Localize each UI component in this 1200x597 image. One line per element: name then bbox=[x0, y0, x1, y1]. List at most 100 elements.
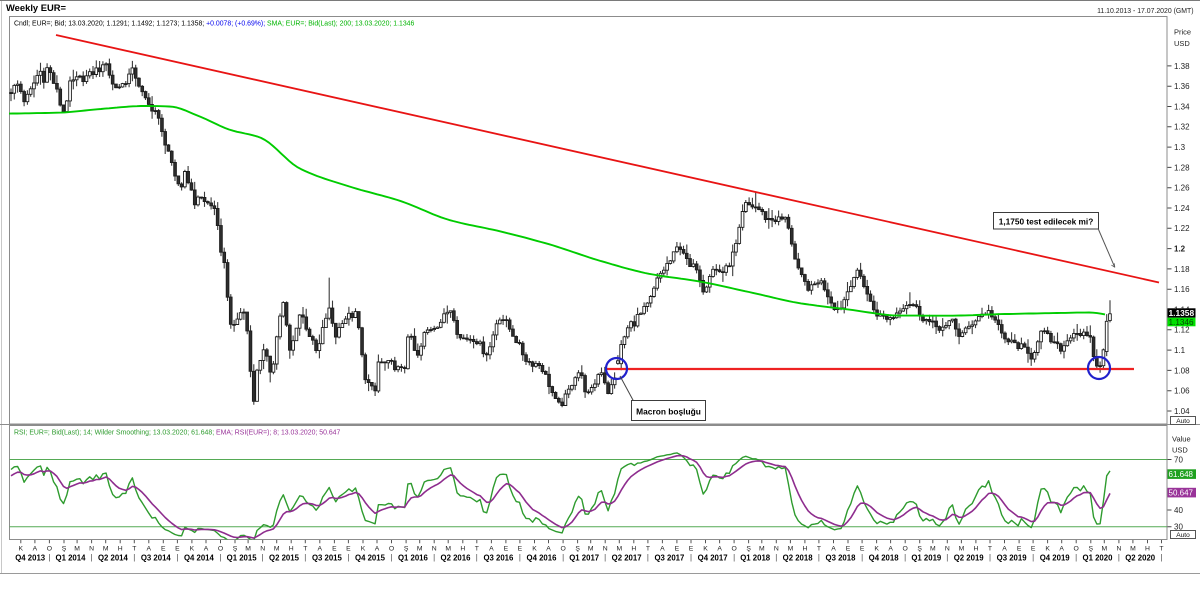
svg-text:K: K bbox=[361, 546, 366, 553]
svg-text:Q2 2015: Q2 2015 bbox=[269, 554, 300, 563]
svg-text:Q1 2014: Q1 2014 bbox=[56, 554, 87, 563]
svg-text:A: A bbox=[318, 546, 323, 553]
svg-text:Q2 2014: Q2 2014 bbox=[98, 554, 129, 563]
svg-text:M: M bbox=[445, 546, 451, 553]
svg-text:A: A bbox=[888, 546, 893, 553]
svg-text:1.06: 1.06 bbox=[1174, 387, 1190, 396]
svg-text:M: M bbox=[417, 546, 423, 553]
svg-text:|: | bbox=[390, 553, 392, 562]
svg-text:M: M bbox=[788, 546, 794, 553]
svg-text:1.22: 1.22 bbox=[1174, 224, 1190, 233]
svg-text:Q1 2015: Q1 2015 bbox=[227, 554, 258, 563]
svg-text:H: H bbox=[973, 546, 978, 553]
svg-text:USD: USD bbox=[1172, 446, 1188, 455]
svg-text:Q1 2020: Q1 2020 bbox=[1083, 554, 1114, 563]
svg-text:E: E bbox=[346, 546, 351, 553]
svg-text:H: H bbox=[1145, 546, 1150, 553]
svg-text:50.647: 50.647 bbox=[1169, 489, 1194, 498]
svg-text:1.3: 1.3 bbox=[1174, 143, 1186, 152]
svg-text:Ş: Ş bbox=[233, 546, 238, 553]
svg-text:T: T bbox=[303, 546, 307, 553]
svg-text:30: 30 bbox=[1174, 523, 1183, 532]
svg-text:1,1750 test edilecek mi?: 1,1750 test edilecek mi? bbox=[999, 216, 1094, 226]
svg-text:1.32: 1.32 bbox=[1174, 123, 1190, 132]
svg-text:K: K bbox=[874, 546, 879, 553]
svg-text:E: E bbox=[175, 546, 180, 553]
svg-text:A: A bbox=[147, 546, 152, 553]
svg-text:1.18: 1.18 bbox=[1174, 265, 1190, 274]
svg-text:|: | bbox=[304, 553, 306, 562]
svg-text:K: K bbox=[190, 546, 195, 553]
svg-text:|: | bbox=[562, 553, 564, 562]
svg-text:T: T bbox=[988, 546, 992, 553]
svg-text:E: E bbox=[504, 546, 509, 553]
svg-text:K: K bbox=[703, 546, 708, 553]
svg-text:Auto: Auto bbox=[1176, 418, 1190, 425]
svg-text:K: K bbox=[19, 546, 24, 553]
svg-text:|: | bbox=[946, 553, 948, 562]
svg-text:O: O bbox=[1074, 546, 1079, 553]
svg-text:A: A bbox=[33, 546, 38, 553]
svg-text:M: M bbox=[103, 546, 109, 553]
svg-text:|: | bbox=[775, 553, 777, 562]
svg-text:Q1 2019: Q1 2019 bbox=[911, 554, 942, 563]
svg-text:N: N bbox=[774, 546, 779, 553]
svg-text:H: H bbox=[802, 546, 807, 553]
svg-text:Ş: Ş bbox=[575, 546, 580, 553]
svg-text:|: | bbox=[219, 553, 221, 562]
svg-text:T: T bbox=[475, 546, 479, 553]
svg-text:A: A bbox=[1059, 546, 1064, 553]
svg-text:A: A bbox=[204, 546, 209, 553]
svg-text:70: 70 bbox=[1174, 455, 1183, 464]
svg-text:O: O bbox=[218, 546, 223, 553]
svg-text:M: M bbox=[274, 546, 280, 553]
svg-text:N: N bbox=[945, 546, 950, 553]
svg-text:Q1 2016: Q1 2016 bbox=[398, 554, 429, 563]
svg-text:1.36: 1.36 bbox=[1174, 82, 1190, 91]
svg-text:|: | bbox=[1032, 553, 1034, 562]
svg-text:|: | bbox=[1118, 553, 1120, 562]
svg-text:H: H bbox=[118, 546, 123, 553]
svg-text:Q3 2017: Q3 2017 bbox=[654, 554, 684, 563]
svg-text:1.12: 1.12 bbox=[1174, 326, 1190, 335]
svg-text:|: | bbox=[733, 553, 735, 562]
svg-text:Q2 2018: Q2 2018 bbox=[783, 554, 814, 563]
svg-text:Weekly EUR=: Weekly EUR= bbox=[6, 2, 67, 13]
svg-text:Q4 2014: Q4 2014 bbox=[184, 554, 215, 563]
svg-text:M: M bbox=[1101, 546, 1107, 553]
svg-text:Q4 2015: Q4 2015 bbox=[355, 554, 386, 563]
svg-text:T: T bbox=[1159, 546, 1163, 553]
svg-text:M: M bbox=[588, 546, 594, 553]
svg-text:Ş: Ş bbox=[746, 546, 751, 553]
svg-text:O: O bbox=[560, 546, 565, 553]
svg-text:E: E bbox=[860, 546, 865, 553]
svg-text:Q2 2016: Q2 2016 bbox=[441, 554, 472, 563]
svg-text:1.28: 1.28 bbox=[1174, 163, 1190, 172]
svg-text:M: M bbox=[616, 546, 622, 553]
svg-text:|: | bbox=[1160, 553, 1162, 562]
svg-text:|: | bbox=[176, 553, 178, 562]
svg-text:1.1358: 1.1358 bbox=[1169, 308, 1195, 318]
svg-text:Q2 2019: Q2 2019 bbox=[954, 554, 985, 563]
svg-text:M: M bbox=[959, 546, 965, 553]
svg-text:M: M bbox=[74, 546, 80, 553]
svg-text:Q1 2017: Q1 2017 bbox=[569, 554, 599, 563]
svg-text:|: | bbox=[690, 553, 692, 562]
svg-text:M: M bbox=[245, 546, 251, 553]
svg-text:Auto: Auto bbox=[1176, 532, 1190, 539]
svg-text:|: | bbox=[904, 553, 906, 562]
svg-text:H: H bbox=[631, 546, 636, 553]
svg-text:A: A bbox=[375, 546, 380, 553]
svg-text:N: N bbox=[603, 546, 608, 553]
svg-text:Cndl; EUR=; Bid; 13.03.2020; 1: Cndl; EUR=; Bid; 13.03.2020; 1.1291; 1.1… bbox=[14, 21, 414, 28]
svg-text:N: N bbox=[432, 546, 437, 553]
svg-text:A: A bbox=[831, 546, 836, 553]
svg-text:1.26: 1.26 bbox=[1174, 184, 1190, 193]
svg-text:N: N bbox=[1116, 546, 1121, 553]
svg-text:40: 40 bbox=[1174, 506, 1183, 515]
svg-text:1.16: 1.16 bbox=[1174, 285, 1190, 294]
svg-text:|: | bbox=[989, 553, 991, 562]
svg-text:Q4 2018: Q4 2018 bbox=[869, 554, 900, 563]
svg-text:Q4 2013: Q4 2013 bbox=[15, 554, 46, 563]
svg-text:K: K bbox=[1045, 546, 1050, 553]
